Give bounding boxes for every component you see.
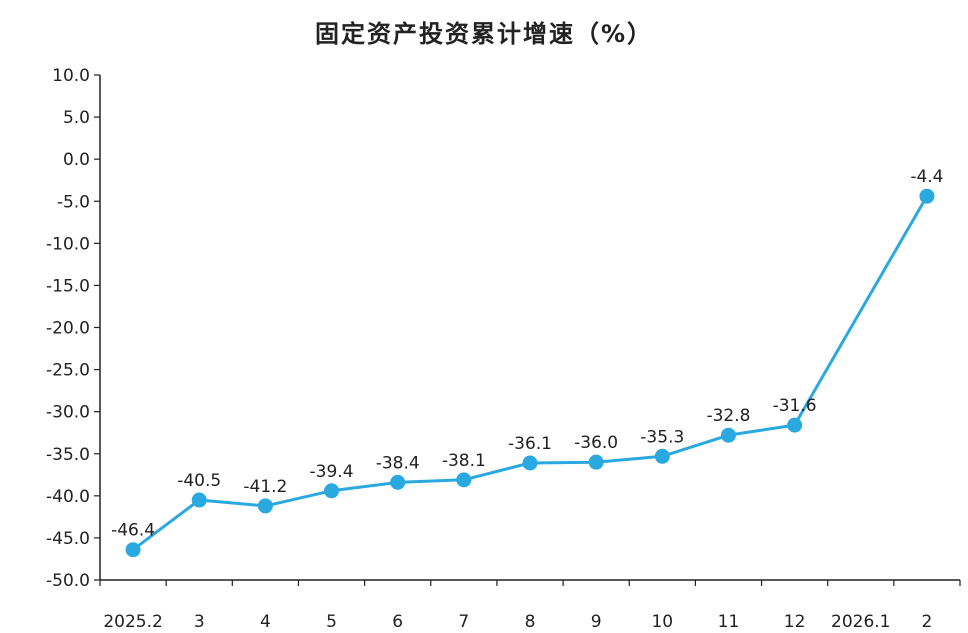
data-label: -35.3: [640, 427, 684, 447]
data-point: [456, 472, 472, 488]
x-tick-label: 3: [194, 612, 205, 632]
data-point: [522, 455, 538, 471]
y-tick-label: -30.0: [46, 403, 90, 423]
chart-title: 固定资产投资累计增速（%）: [314, 20, 654, 48]
x-tick-label: 9: [591, 612, 602, 632]
data-labels: -46.4 -40.5 -41.2 -39.4 -38.4 -38.1 -36.1 -36.0…: [111, 167, 943, 541]
data-point: [257, 498, 273, 514]
y-tick-label: -25.0: [46, 361, 90, 381]
y-tick-label: 0.0: [63, 150, 90, 170]
y-tick-label: 5.0: [63, 108, 90, 128]
x-tick-label: 4: [260, 612, 271, 632]
x-tick-label: 2: [922, 612, 933, 632]
data-point: [919, 188, 935, 204]
x-tick-label: 8: [525, 612, 536, 632]
x-tick-label: 11: [718, 612, 740, 632]
x-tick-label: 10: [651, 612, 673, 632]
y-tick-label: -40.0: [46, 487, 90, 507]
data-point: [654, 448, 670, 464]
y-tick-label: 10.0: [52, 66, 90, 86]
y-tick-label: -5.0: [57, 192, 90, 212]
x-tick-label: 12: [784, 612, 806, 632]
y-tick-label: -35.0: [46, 445, 90, 465]
data-label: -32.8: [706, 406, 750, 426]
data-label: -36.0: [574, 433, 618, 453]
x-axis-ticks: 2025.2 3 4 5 6 7 8 9 10 11 12 2026.1 2: [99, 580, 961, 632]
data-point: [390, 474, 406, 490]
data-label: -36.1: [508, 434, 552, 454]
data-label: -4.4: [910, 167, 943, 187]
x-tick-label: 2025.2: [103, 612, 162, 632]
y-tick-label: -20.0: [46, 319, 90, 339]
x-tick-label: 7: [458, 612, 469, 632]
data-point: [125, 542, 141, 558]
data-label: -38.4: [376, 453, 420, 473]
data-label: -40.5: [177, 471, 221, 491]
data-label: -38.1: [442, 451, 486, 471]
x-tick-label: 2026.1: [831, 612, 890, 632]
data-point: [720, 427, 736, 443]
data-point: [191, 492, 207, 508]
axes: [99, 75, 960, 581]
y-tick-label: -45.0: [46, 529, 90, 549]
y-axis-ticks: 10.0 5.0 0.0 -5.0 -10.0 -15.0 -20.0 -25.0 -30.0 -…: [46, 66, 100, 591]
data-point: [588, 454, 604, 470]
data-label: -46.4: [111, 521, 155, 541]
data-point: [324, 483, 340, 499]
data-label: -41.2: [243, 477, 287, 497]
data-label: -31.6: [773, 396, 817, 416]
data-point: [787, 417, 803, 433]
data-label: -39.4: [310, 462, 354, 482]
x-tick-label: 5: [326, 612, 337, 632]
series-line: [125, 188, 935, 558]
series-path: [132, 195, 929, 551]
y-tick-label: -15.0: [46, 276, 90, 296]
y-tick-label: -10.0: [46, 234, 90, 254]
y-tick-label: -50.0: [46, 571, 90, 591]
x-tick-label: 6: [392, 612, 403, 632]
